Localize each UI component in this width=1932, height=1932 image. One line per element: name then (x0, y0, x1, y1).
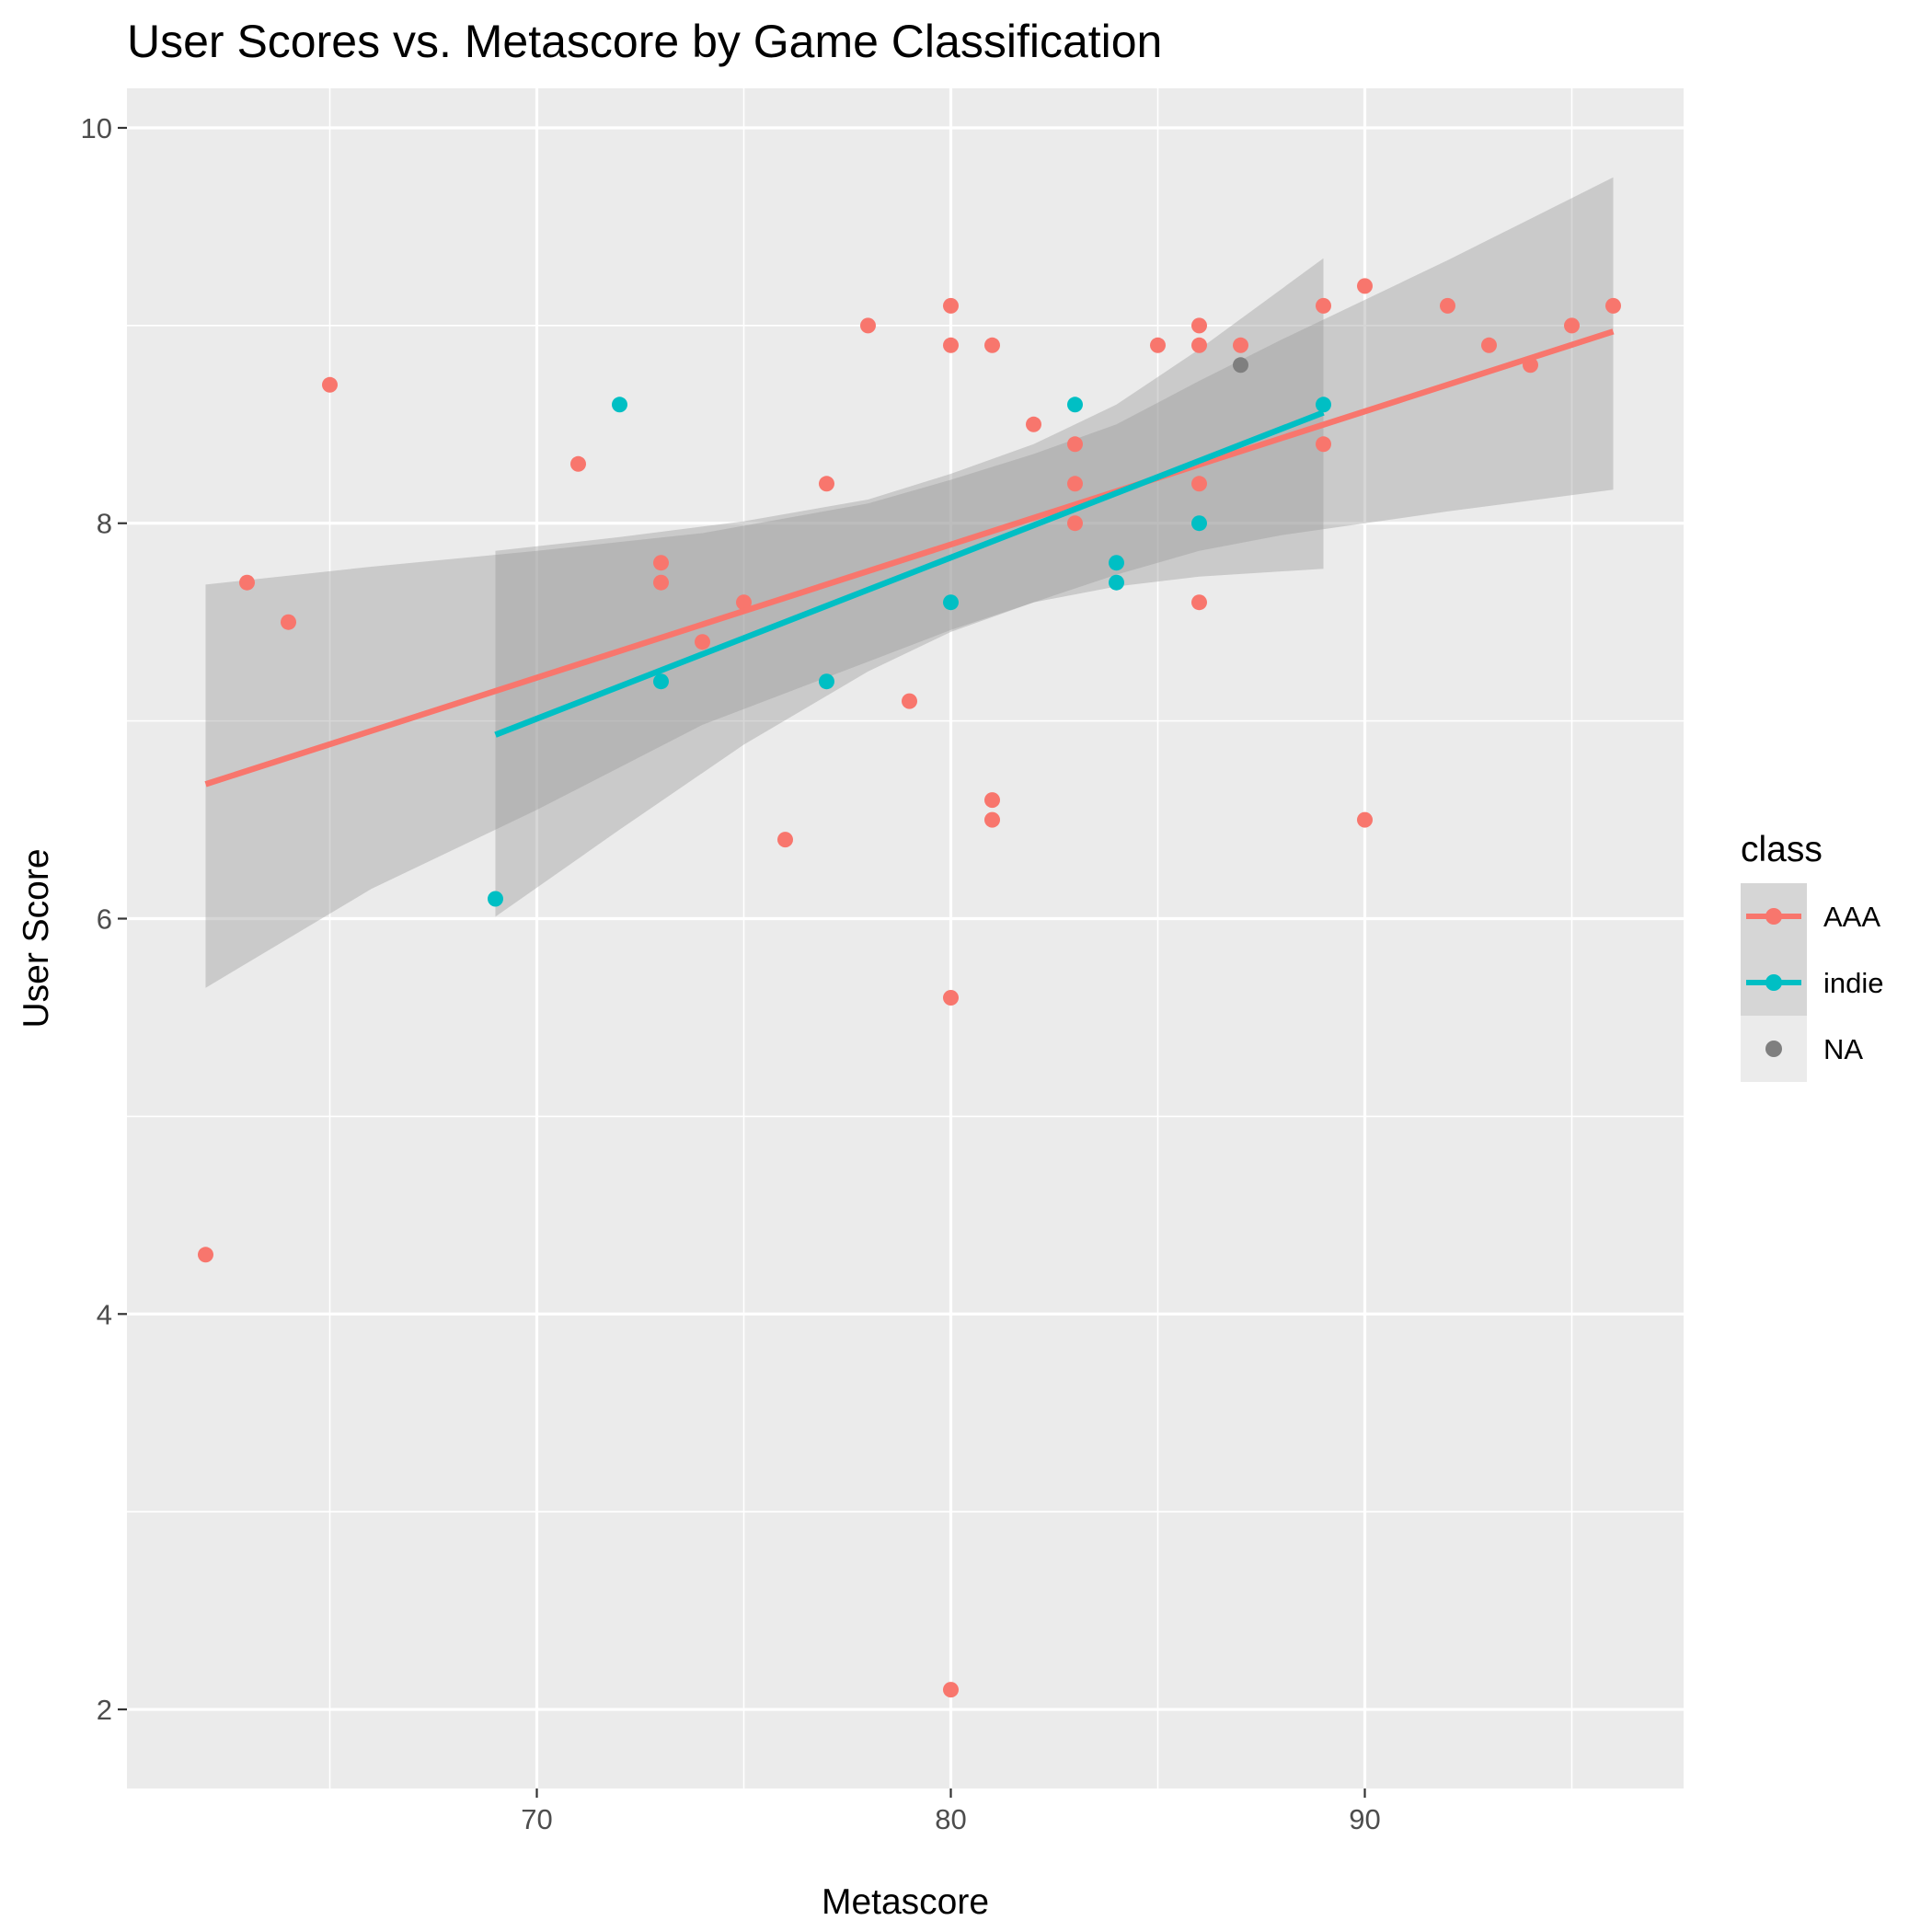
y-tick-label: 8 (97, 508, 112, 540)
y-tick-label: 2 (97, 1694, 112, 1726)
point-indie (1109, 555, 1124, 571)
point-aaa (1481, 337, 1497, 353)
x-axis: 70 80 90 (521, 1788, 1381, 1835)
y-tick-label: 4 (97, 1298, 112, 1330)
y-tick-label: 6 (97, 903, 112, 936)
y-axis: 2 4 6 8 10 (81, 112, 127, 1726)
point-aaa (1564, 317, 1580, 334)
point-aaa (902, 693, 917, 709)
point-indie (653, 673, 669, 690)
confidence-band-aaa (205, 177, 1614, 988)
x-tick-label: 70 (521, 1803, 552, 1835)
point-aaa (281, 614, 296, 630)
point-aaa (1026, 416, 1041, 432)
confidence-bands (205, 177, 1614, 988)
x-tick-label: 90 (1349, 1803, 1380, 1835)
point-aaa (1067, 476, 1083, 492)
point-aaa (653, 555, 669, 571)
y-tick-label: 10 (81, 112, 112, 144)
legend-key-point (1765, 1041, 1782, 1057)
grid-minor (127, 88, 1684, 1788)
legend-key-point (1765, 974, 1782, 991)
point-aaa (239, 574, 255, 591)
fit-lines (204, 328, 1615, 788)
point-aaa (736, 594, 752, 611)
point-aaa (984, 811, 1000, 828)
point-indie (1067, 397, 1083, 413)
x-axis-title: Metascore (822, 1882, 989, 1922)
y-axis-title: User Score (17, 848, 56, 1028)
point-aaa (984, 337, 1000, 353)
legend-title: class (1741, 830, 1823, 869)
point-aaa (1357, 278, 1373, 294)
point-aaa (860, 317, 876, 334)
point-aaa (322, 376, 338, 393)
point-aaa (943, 297, 959, 314)
point-aaa (1191, 476, 1207, 492)
point-indie (488, 891, 503, 907)
point-aaa (1357, 811, 1373, 828)
point-aaa (1233, 337, 1248, 353)
point-aaa (943, 1682, 959, 1698)
point-aaa (1316, 436, 1331, 453)
fit-line-aaa (204, 328, 1615, 788)
point-aaa (943, 990, 959, 1006)
point-indie (1109, 574, 1124, 591)
confidence-band-indie (495, 258, 1324, 917)
point-aaa (777, 832, 793, 848)
point-aaa (695, 634, 710, 650)
data-points (198, 278, 1621, 1698)
point-aaa (1191, 317, 1207, 334)
point-indie (1191, 515, 1207, 532)
point-na (1233, 357, 1248, 374)
point-aaa (1191, 594, 1207, 611)
point-aaa (198, 1247, 213, 1263)
legend: class AAA indie NA (1741, 830, 1884, 1082)
grid-major (127, 88, 1684, 1788)
point-aaa (653, 574, 669, 591)
x-tick-label: 80 (935, 1803, 966, 1835)
point-indie (943, 594, 959, 611)
point-aaa (1067, 436, 1083, 453)
legend-label-aaa: AAA (1823, 901, 1880, 933)
chart-title: User Scores vs. Metascore by Game Classi… (127, 16, 1162, 67)
legend-label-na: NA (1823, 1033, 1863, 1065)
point-indie (819, 673, 834, 690)
point-aaa (1440, 297, 1455, 314)
point-aaa (1316, 297, 1331, 314)
plot-panel (127, 88, 1684, 1788)
legend-key-point (1765, 908, 1782, 925)
point-aaa (1191, 337, 1207, 353)
point-aaa (570, 455, 586, 472)
point-aaa (1605, 297, 1621, 314)
point-aaa (819, 476, 834, 492)
fit-line-indie (494, 409, 1325, 738)
point-aaa (1067, 515, 1083, 532)
point-aaa (943, 337, 959, 353)
point-indie (1316, 397, 1331, 413)
point-indie (612, 397, 627, 413)
legend-label-indie: indie (1823, 967, 1884, 999)
point-aaa (1150, 337, 1166, 353)
point-aaa (984, 792, 1000, 809)
